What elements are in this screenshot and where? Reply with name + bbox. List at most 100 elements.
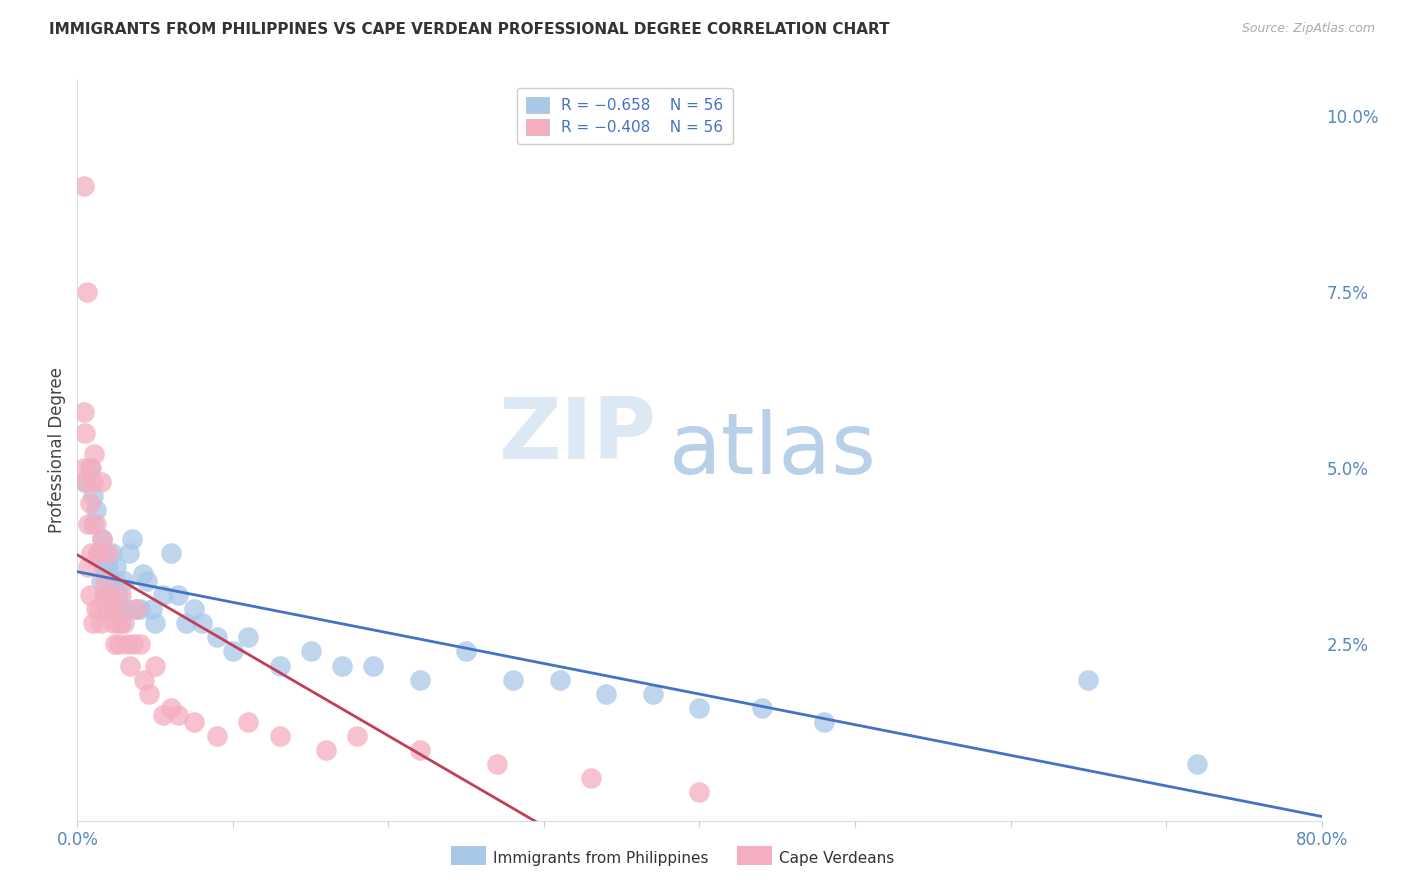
Point (104, 637, 127, 651)
Point (100, 602, 122, 616)
Point (86, 546, 108, 560)
Point (238, 630, 260, 644)
Point (269, 658, 291, 673)
Point (72, 179, 94, 194)
Point (183, 602, 205, 616)
Point (108, 602, 131, 616)
Point (72, 405, 94, 419)
Point (689, 701, 711, 715)
Point (115, 637, 138, 651)
Point (96, 602, 118, 616)
Point (159, 546, 181, 560)
Point (114, 602, 136, 616)
Point (1185, 757, 1208, 772)
Point (108, 637, 131, 651)
Point (128, 637, 150, 651)
Text: IMMIGRANTS FROM PHILIPPINES VS CAPE VERDEAN PROFESSIONAL DEGREE CORRELATION CHAR: IMMIGRANTS FROM PHILIPPINES VS CAPE VERD… (49, 22, 890, 37)
Point (110, 616, 132, 631)
Point (80, 546, 103, 560)
Point (79, 461, 101, 475)
Point (84, 503, 107, 517)
Text: ZIP: ZIP (498, 394, 657, 477)
Point (138, 687, 160, 701)
Point (159, 701, 181, 715)
Point (79, 588, 101, 602)
Point (152, 707, 174, 722)
Point (83, 447, 105, 461)
Point (90, 574, 112, 588)
Point (107, 588, 129, 602)
Point (689, 785, 711, 799)
Point (97, 546, 120, 560)
Point (579, 772, 602, 786)
Point (408, 743, 430, 757)
Point (131, 566, 153, 581)
Point (548, 673, 571, 687)
Point (82, 517, 104, 532)
Point (77, 517, 100, 532)
Point (641, 687, 664, 701)
Point (80, 461, 103, 475)
Point (90, 616, 112, 631)
Point (94, 546, 117, 560)
Point (125, 602, 148, 616)
Point (346, 729, 368, 743)
Point (120, 658, 142, 673)
Point (84, 602, 107, 616)
Point (299, 644, 322, 658)
Point (143, 616, 166, 631)
Point (72, 461, 94, 475)
Point (94, 588, 117, 602)
Point (98, 574, 121, 588)
Point (167, 707, 190, 722)
Point (595, 687, 617, 701)
Point (408, 673, 430, 687)
Point (93, 588, 115, 602)
Point (361, 658, 384, 673)
Point (91, 532, 114, 546)
Point (122, 637, 145, 651)
Point (167, 588, 190, 602)
Point (105, 602, 128, 616)
Point (86, 546, 108, 560)
Point (76, 285, 98, 299)
Point (112, 574, 135, 588)
Text: atlas: atlas (668, 409, 876, 492)
Point (136, 574, 159, 588)
Point (141, 602, 163, 616)
Y-axis label: Professional Degree: Professional Degree (48, 368, 66, 533)
Point (207, 630, 229, 644)
Point (813, 714, 835, 729)
Point (100, 546, 122, 560)
Point (315, 743, 337, 757)
Point (143, 658, 166, 673)
Point (183, 714, 205, 729)
Point (222, 644, 245, 658)
Point (125, 602, 148, 616)
Point (110, 588, 132, 602)
Point (101, 616, 124, 631)
Point (174, 616, 197, 631)
Point (97, 602, 120, 616)
Point (101, 602, 124, 616)
Point (77, 559, 100, 574)
Point (112, 616, 135, 631)
Legend: R = −0.658    N = 56, R = −0.408    N = 56: R = −0.658 N = 56, R = −0.408 N = 56 (517, 88, 733, 145)
Point (502, 673, 524, 687)
Point (82, 616, 104, 631)
Point (82, 475, 104, 490)
Point (1077, 673, 1099, 687)
Point (107, 616, 129, 631)
Text: Cape Verdeans: Cape Verdeans (779, 851, 894, 865)
Point (84, 517, 107, 532)
Text: Source: ZipAtlas.com: Source: ZipAtlas.com (1241, 22, 1375, 36)
Point (269, 729, 291, 743)
Point (118, 546, 141, 560)
Point (134, 673, 156, 687)
Point (82, 489, 104, 503)
Point (87, 602, 110, 616)
Point (190, 616, 214, 631)
Point (207, 729, 229, 743)
Point (128, 602, 150, 616)
Text: Immigrants from Philippines: Immigrants from Philippines (492, 851, 709, 865)
